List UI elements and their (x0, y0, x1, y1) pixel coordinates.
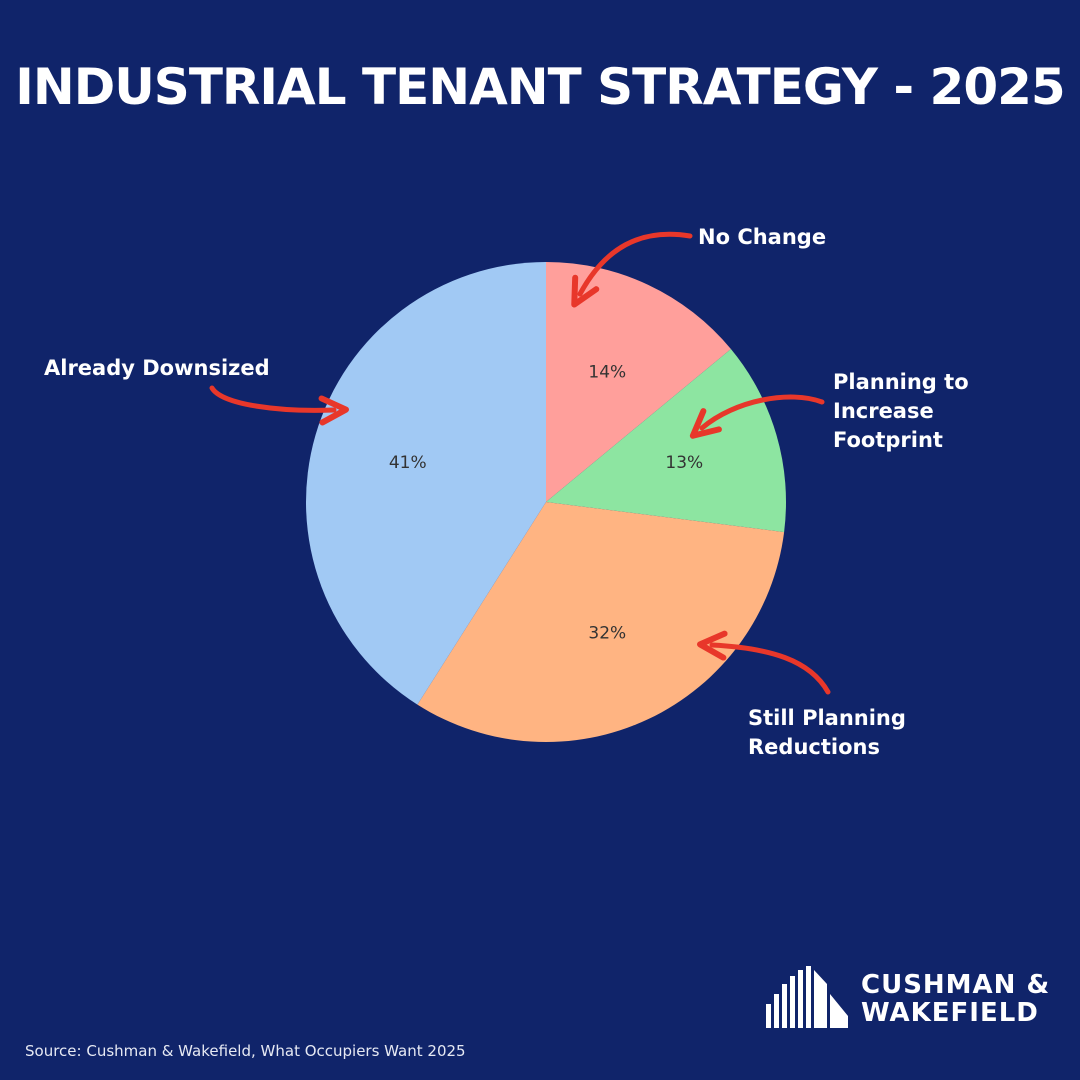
increase-footprint-arrow (689, 394, 825, 439)
callout-no-change-text: No Change (698, 225, 827, 249)
pie-slice-planning-to-increase-footprint (546, 349, 787, 533)
slice-value-label: 13% (665, 453, 703, 473)
slice-value-label: 32% (588, 623, 626, 643)
reductions-arrow (697, 630, 831, 695)
callout-increase-line1: Planning to (833, 370, 969, 394)
callout-already-downsized: Already Downsized (44, 354, 270, 383)
callout-increase-line3: Footprint (833, 428, 943, 452)
logo-line2: WAKEFIELD (861, 998, 1039, 1028)
callout-increase-line2: Increase (833, 399, 934, 423)
callout-increase-footprint: Planning to Increase Footprint (833, 368, 969, 455)
pie-slice-still-planning-reductions (417, 502, 785, 742)
slice-value-label: 41% (389, 453, 427, 473)
cushman-wakefield-logo: CUSHMAN & WAKEFIELD (764, 966, 1064, 1030)
chart-title: INDUSTRIAL TENANT STRATEGY - 2025 (15, 58, 1065, 116)
callout-reductions-line2: Reductions (748, 735, 880, 759)
pie-slice-already-downsized (306, 262, 546, 705)
callout-no-change: No Change (698, 223, 826, 252)
callout-reductions-line1: Still Planning (748, 706, 906, 730)
callout-still-planning-reductions: Still Planning Reductions (748, 704, 906, 762)
pie-slice-no-change (546, 262, 731, 502)
source-note: Source: Cushman & Wakefield, What Occupi… (25, 1042, 466, 1060)
logo-line1: CUSHMAN & (861, 970, 1051, 1000)
building-logo-icon (766, 966, 848, 1028)
slice-value-label: 14% (588, 363, 626, 383)
no-change-arrow (571, 231, 693, 308)
callout-downsized-text: Already Downsized (44, 356, 270, 380)
downsized-arrow (209, 385, 349, 426)
